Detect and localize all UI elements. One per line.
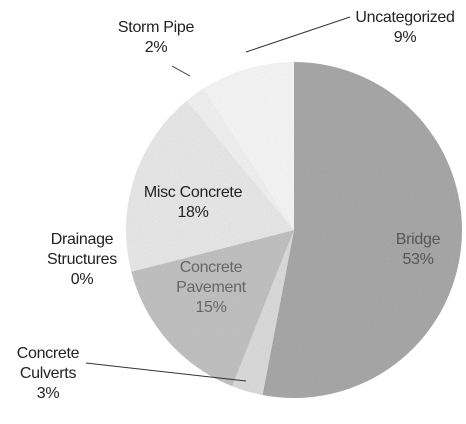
value-label: 2% [144,39,168,56]
category-name: Uncategorized [355,9,455,26]
category-name: Concrete Pavement [176,259,246,296]
category-name: Concrete Culverts [16,345,80,382]
pie-slice [126,100,294,272]
pie-slice [232,230,294,396]
category-name: Drainage Structures [47,231,117,268]
value-label: 9% [393,29,417,46]
pie-slice [262,62,462,398]
leader-line [171,65,191,77]
category-name: Bridge [395,231,441,248]
category-name: Misc Concrete [143,184,243,201]
value-label: 53% [402,251,434,268]
pie-slice [131,230,294,387]
leader-line [245,16,351,53]
value-label: 18% [177,204,209,221]
pie-slice [186,88,294,230]
leader-lines [85,16,351,382]
slice-label: Storm Pipe 2% [101,18,211,58]
slices [126,62,462,398]
slice-label: Bridge 53% [373,230,463,270]
slice-label: Uncategorized 9% [340,8,466,48]
value-label: 0% [70,271,94,288]
slice-label: Concrete Culverts 3% [8,344,88,404]
slice-label: Misc Concrete 18% [123,183,263,223]
pie-slice [203,62,294,230]
slice-label: Drainage Structures 0% [37,230,127,290]
value-label: 3% [36,385,60,402]
slice-label: Concrete Pavement 15% [171,258,251,318]
leader-line [85,362,247,382]
category-name: Storm Pipe [117,19,195,36]
value-label: 15% [195,299,227,316]
